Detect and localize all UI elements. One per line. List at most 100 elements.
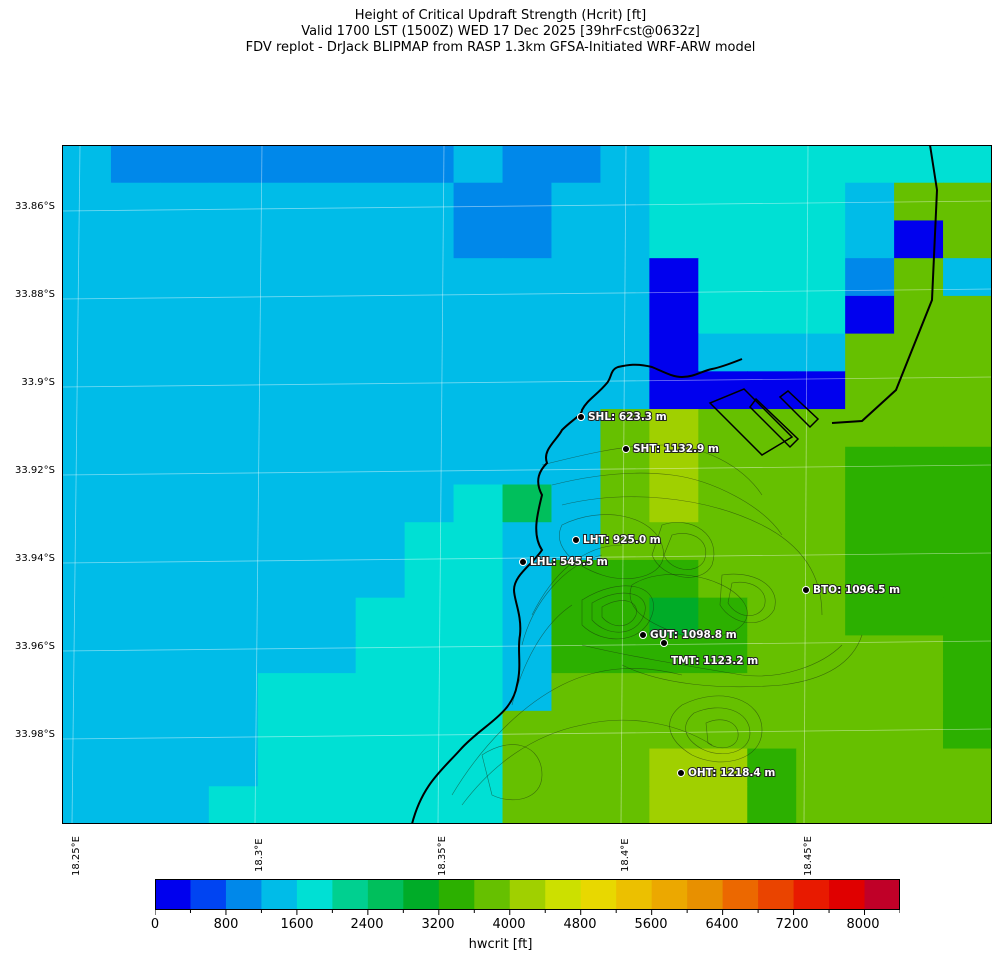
hcrit-cell: [62, 145, 112, 184]
hcrit-cell: [159, 409, 210, 448]
hcrit-cell: [747, 446, 797, 486]
hcrit-cell: [110, 371, 161, 410]
hcrit-cell: [453, 446, 504, 486]
hcrit-cell: [62, 484, 112, 523]
hcrit-cell: [943, 182, 992, 222]
station-label: SHT: 1132.9 m: [633, 443, 719, 455]
lat-label: 33.86°S: [15, 201, 55, 212]
hcrit-cell: [62, 409, 112, 448]
hcrit-cell: [159, 635, 210, 674]
hcrit-cell: [747, 371, 797, 410]
hcrit-cell: [502, 673, 553, 712]
station-label: OHT: 1218.4 m: [688, 767, 775, 779]
hcrit-cell: [257, 484, 308, 523]
hcrit-cell: [649, 182, 699, 222]
hcrit-cell: [306, 295, 357, 335]
colorbar-swatch: [225, 879, 262, 910]
hcrit-cell: [600, 786, 650, 824]
hcrit-cell: [796, 446, 846, 486]
hcrit-cell: [894, 522, 944, 561]
hcrit-cell: [796, 182, 846, 222]
hcrit-cell: [551, 597, 602, 636]
hcrit-cell: [110, 673, 161, 712]
hcrit-cell: [306, 182, 357, 222]
hcrit-cell: [404, 220, 455, 259]
hcrit-cell: [747, 710, 797, 750]
hcrit-cell: [257, 446, 308, 486]
hcrit-cell: [894, 786, 944, 824]
hcrit-cell: [502, 182, 553, 222]
hcrit-cell: [453, 220, 504, 259]
hcrit-cell: [208, 748, 259, 787]
hcrit-cell: [453, 710, 504, 750]
hcrit-cell: [943, 333, 992, 372]
hcrit-cell: [159, 710, 210, 750]
hcrit-cell: [306, 748, 357, 787]
hcrit-cell: [404, 710, 455, 750]
hcrit-cell: [110, 295, 161, 335]
hcrit-cell: [110, 182, 161, 222]
hcrit-cell: [355, 333, 406, 372]
hcrit-cell: [306, 409, 357, 448]
hcrit-cell: [551, 258, 602, 297]
hcrit-cell: [698, 673, 748, 712]
hcrit-cell: [600, 371, 650, 410]
station-dot: [577, 413, 585, 421]
hcrit-cell: [943, 786, 992, 824]
station-label: BTO: 1096.5 m: [813, 584, 900, 596]
hcrit-cell: [502, 333, 553, 372]
hcrit-cell: [355, 559, 406, 599]
hcrit-cell: [747, 220, 797, 259]
hcrit-cell: [502, 786, 553, 824]
hcrit-cell: [62, 220, 112, 259]
hcrit-cell: [747, 673, 797, 712]
hcrit-cell: [404, 748, 455, 787]
hcrit-grid: [62, 145, 992, 824]
hcrit-cell: [502, 145, 553, 184]
hcrit-cell: [208, 635, 259, 674]
hcrit-cell: [502, 635, 553, 674]
hcrit-cell: [943, 409, 992, 448]
hcrit-cell: [845, 145, 895, 184]
station-label: LHL: 545.5 m: [530, 556, 608, 568]
colorbar-swatch: [864, 879, 900, 910]
hcrit-cell: [355, 673, 406, 712]
hcrit-cell: [747, 786, 797, 824]
hcrit-cell: [453, 295, 504, 335]
hcrit-cell: [698, 710, 748, 750]
hcrit-cell: [355, 484, 406, 523]
hcrit-cell: [208, 710, 259, 750]
hcrit-cell: [943, 673, 992, 712]
station-dot: [677, 769, 685, 777]
hcrit-cell: [208, 786, 259, 824]
hcrit-cell: [453, 786, 504, 824]
hcrit-cell: [159, 182, 210, 222]
hcrit-cell: [159, 446, 210, 486]
hcrit-cell: [796, 295, 846, 335]
hcrit-cell: [698, 145, 748, 184]
hcrit-cell: [110, 333, 161, 372]
map-title-line-1: Height of Critical Updraft Strength (Hcr…: [354, 8, 647, 23]
hcrit-cell: [208, 371, 259, 410]
hcrit-cell: [404, 295, 455, 335]
hcrit-cell: [62, 295, 112, 335]
colorbar-swatch: [474, 879, 511, 910]
hcrit-cell: [159, 333, 210, 372]
hcrit-cell: [845, 295, 895, 335]
station-label: SHL: 623.3 m: [588, 411, 667, 423]
hcrit-cell: [551, 484, 602, 523]
hcrit-cell: [306, 220, 357, 259]
colorbar-swatch: [687, 879, 724, 910]
hcrit-cell: [845, 748, 895, 787]
hcrit-cell: [502, 522, 553, 561]
hcrit-cell: [110, 409, 161, 448]
hcrit-cell: [600, 559, 650, 599]
hcrit-cell: [355, 220, 406, 259]
hcrit-cell: [943, 710, 992, 750]
hcrit-cell: [894, 673, 944, 712]
hcrit-cell: [306, 522, 357, 561]
hcrit-cell: [600, 673, 650, 712]
hcrit-cell: [62, 182, 112, 222]
lon-label: 18.4°E: [620, 838, 631, 872]
hcrit-cell: [110, 597, 161, 636]
